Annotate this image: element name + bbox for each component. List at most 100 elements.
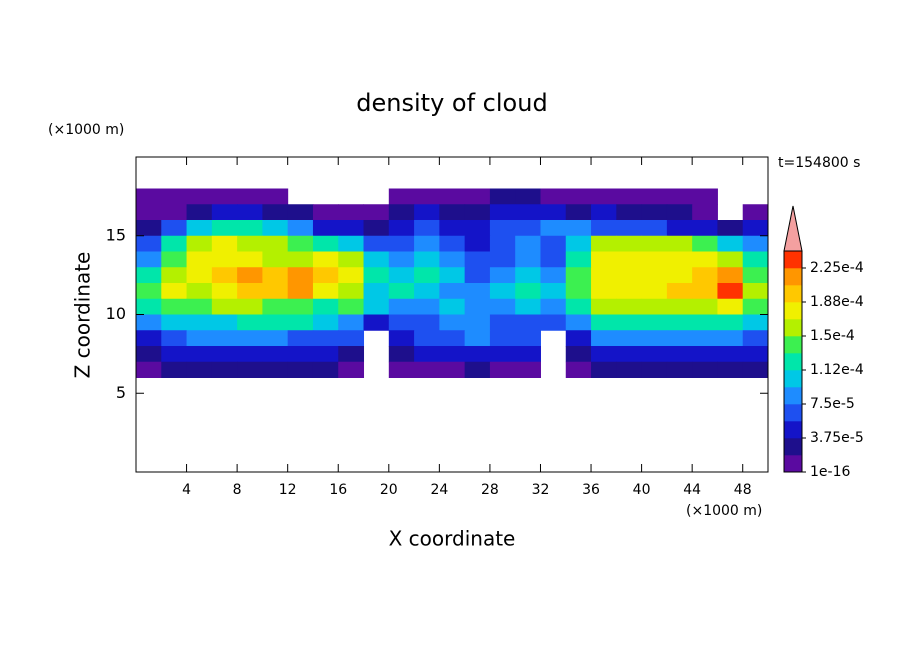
cell (742, 204, 769, 221)
cell (262, 346, 289, 363)
cell (414, 346, 440, 363)
cell (136, 188, 162, 205)
colorbar-frame (783, 250, 803, 473)
y-tick-label: 15 (106, 225, 126, 244)
cell (591, 330, 617, 347)
cell (540, 314, 567, 331)
cell (388, 235, 415, 252)
cell (692, 204, 718, 221)
colorbar-tick-label: 2.25e-4 (810, 260, 864, 276)
cell (136, 204, 162, 221)
cell (287, 283, 314, 300)
cell (161, 235, 188, 252)
colorbar-band (784, 251, 802, 269)
cell (692, 298, 718, 315)
cell (338, 235, 365, 252)
cell (338, 251, 365, 268)
cell (591, 314, 617, 331)
cell (363, 251, 390, 268)
colorbar-band (784, 404, 802, 422)
cell (363, 235, 390, 252)
cell (439, 267, 466, 284)
cell (439, 330, 466, 347)
cell (312, 251, 339, 268)
cell (262, 283, 289, 300)
cell (641, 330, 668, 347)
cell (641, 314, 668, 331)
cell (666, 283, 693, 300)
cell (616, 220, 643, 237)
cell (666, 361, 693, 378)
cell (414, 188, 440, 205)
cell (692, 361, 718, 378)
cell (717, 298, 744, 315)
cell (616, 188, 643, 205)
cell (136, 298, 162, 315)
colorbar-band (784, 455, 802, 473)
cell (388, 298, 415, 315)
cell (439, 235, 466, 252)
colorbar-band (784, 387, 802, 405)
cell (540, 283, 567, 300)
cell (338, 330, 365, 347)
y-axis-label: Z coordinate (71, 252, 95, 379)
cell (161, 298, 188, 315)
cell (338, 361, 365, 378)
cell (464, 283, 491, 300)
cell (515, 188, 541, 205)
cell (742, 330, 769, 347)
y-unit: (×1000 m) (48, 122, 124, 138)
x-tick-label: 28 (481, 482, 499, 498)
cell (489, 361, 516, 378)
cell (616, 346, 643, 363)
cell (161, 204, 188, 221)
cell (591, 188, 617, 205)
cell (414, 314, 440, 331)
cell (262, 267, 289, 284)
cell (287, 267, 314, 284)
cell (136, 235, 162, 252)
cell (464, 298, 491, 315)
cell (717, 361, 744, 378)
cell (186, 314, 213, 331)
cell (414, 220, 440, 237)
cell (717, 314, 744, 331)
cell (591, 267, 617, 284)
cell (692, 220, 718, 237)
cell (464, 235, 491, 252)
colorbar-band (784, 285, 802, 303)
cell (312, 346, 339, 363)
cell (161, 314, 188, 331)
cell (186, 346, 213, 363)
cell (591, 361, 617, 378)
cell (338, 298, 365, 315)
cell (666, 251, 693, 268)
cell (388, 361, 415, 378)
cell (211, 330, 238, 347)
cell (692, 251, 718, 268)
cell (742, 283, 769, 300)
cell (616, 314, 643, 331)
cell (742, 346, 769, 363)
cell (237, 220, 263, 237)
cell (237, 330, 263, 347)
cell (211, 251, 238, 268)
colorbar-band (784, 353, 802, 371)
cell (439, 204, 466, 221)
cell (742, 251, 769, 268)
time-label: t=154800 s (778, 155, 860, 171)
cell (211, 298, 238, 315)
x-axis-label: X coordinate (389, 527, 516, 551)
cell (186, 298, 213, 315)
cell (312, 235, 339, 252)
colorbar-tick-label: 1.5e-4 (810, 328, 855, 344)
cell (161, 251, 188, 268)
cell (489, 220, 516, 237)
cell (161, 220, 188, 237)
cell (464, 361, 491, 378)
cell (641, 251, 668, 268)
colorbar-tick-label: 1e-16 (810, 464, 850, 480)
cell (489, 330, 516, 347)
cell (136, 361, 162, 378)
